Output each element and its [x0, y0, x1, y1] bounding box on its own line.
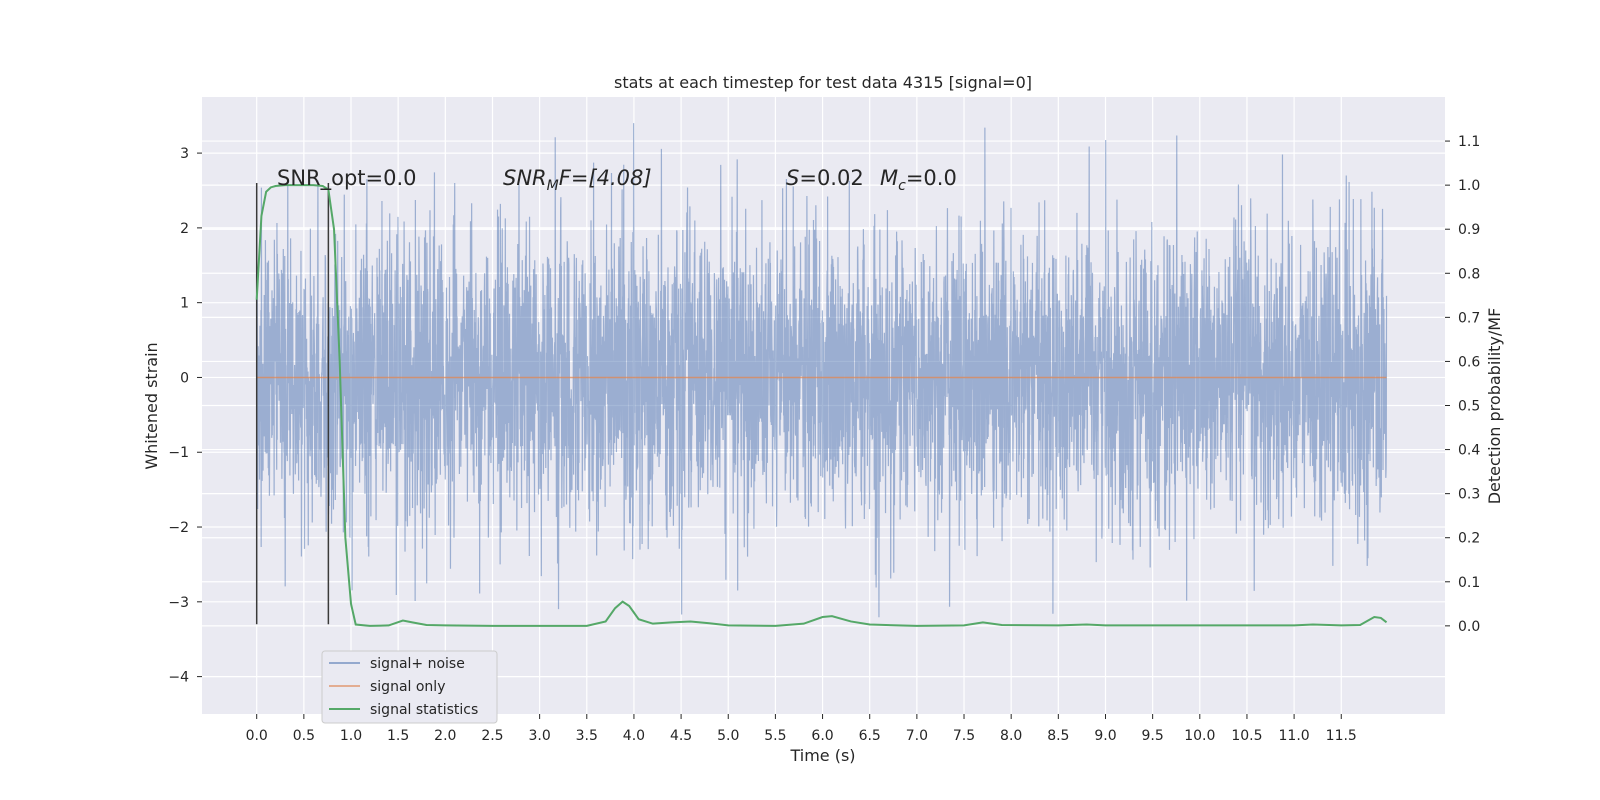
- series-signal-noise: [256, 123, 1388, 618]
- x-tick-label: 2.5: [481, 728, 503, 744]
- y2-tick-label: 0.8: [1458, 266, 1480, 282]
- y-tick-label: −3: [168, 595, 189, 611]
- x-axis-title: Time (s): [789, 746, 855, 765]
- y2-tick-label: 0.9: [1458, 222, 1480, 238]
- x-tick-label: 7.0: [906, 728, 928, 744]
- annotation-s: S=0.02: [786, 166, 864, 190]
- s-rest: =0.02: [799, 166, 863, 190]
- x-tick-label: 3.0: [528, 728, 550, 744]
- x-tick-label: 11.0: [1279, 728, 1310, 744]
- annotation-snr-mf: SNRMF=[4.08]: [503, 166, 652, 194]
- y-tick-label: −1: [168, 445, 189, 461]
- legend-label-signal-only: signal only: [370, 679, 445, 695]
- x-tick-label: 1.5: [387, 728, 409, 744]
- x-tick-label: 1.0: [340, 728, 362, 744]
- y2-tick-label: 0.6: [1458, 354, 1480, 370]
- annotation-snr-opt: SNR_opt=0.0: [277, 166, 417, 191]
- x-tick-label: 6.5: [859, 728, 881, 744]
- chart-title: stats at each timestep for test data 431…: [614, 73, 1032, 92]
- x-tick-label: 6.0: [811, 728, 833, 744]
- x-tick-label: 3.5: [576, 728, 598, 744]
- annotation-mc: Mc=0.0: [880, 166, 957, 194]
- y-tick-label: −2: [168, 520, 189, 536]
- x-tick-label: 5.0: [717, 728, 739, 744]
- y2-tick-label: 0.3: [1458, 487, 1480, 503]
- x-tick-label: 7.5: [953, 728, 975, 744]
- x-tick-label: 5.5: [764, 728, 786, 744]
- x-tick-label: 2.0: [434, 728, 456, 744]
- y2-tick-label: 0.4: [1458, 443, 1480, 459]
- legend-label-signal-statistics: signal statistics: [370, 702, 478, 718]
- mc-rest: =0.0: [906, 166, 957, 190]
- y-tick-label: −4: [168, 670, 189, 686]
- x-tick-label: 8.0: [1000, 728, 1022, 744]
- y2-tick-label: 0.2: [1458, 531, 1480, 547]
- snr-mf-main: SNR: [503, 166, 547, 190]
- x-tick-label: 4.0: [623, 728, 645, 744]
- s-main: S: [786, 166, 799, 190]
- mc-main: M: [880, 166, 898, 190]
- y2-tick-label: 1.0: [1458, 178, 1480, 194]
- y2-axis-title: Detection probability/MF: [1485, 308, 1504, 505]
- y2-tick-label: 0.5: [1458, 399, 1480, 415]
- x-tick-label: 9.0: [1094, 728, 1116, 744]
- y-tick-label: 2: [180, 221, 189, 237]
- y2-tick-label: 0.7: [1458, 310, 1480, 326]
- x-tick-label: 0.5: [293, 728, 315, 744]
- x-tick-label: 9.5: [1142, 728, 1164, 744]
- y2-tick-label: 0.0: [1458, 619, 1480, 635]
- plot-area: [255, 123, 1388, 627]
- x-tick-label: 11.5: [1326, 728, 1357, 744]
- legend-label-signal-noise: signal+ noise: [370, 656, 465, 672]
- mc-sub: c: [898, 178, 906, 194]
- x-tick-label: 10.5: [1231, 728, 1262, 744]
- y2-tick-label: 1.1: [1458, 134, 1480, 150]
- y2-tick-label: 0.1: [1458, 575, 1480, 591]
- y-tick-label: 3: [180, 146, 189, 162]
- legend: signal+ noise signal only signal statist…: [321, 650, 498, 724]
- x-tick-label: 8.5: [1047, 728, 1069, 744]
- snr-mf-rest: F=[4.08]: [559, 166, 652, 190]
- series-signal-statistics: [255, 184, 1388, 627]
- axes: 0.0 0.5 1.0 1.5 2.0 2.5 3.0 3.5 4.0 4.5 5.0 5.5 6.0 6…: [168, 134, 1480, 744]
- legend-box: [321, 650, 498, 724]
- x-tick-label: 0.0: [246, 728, 268, 744]
- y-tick-label: 1: [180, 296, 189, 312]
- y-tick-label: 0: [180, 370, 189, 386]
- x-tick-label: 10.0: [1184, 728, 1215, 744]
- y-axis-title: Whitened strain: [142, 342, 161, 469]
- snr-mf-sub: M: [547, 178, 559, 194]
- x-tick-label: 4.5: [670, 728, 692, 744]
